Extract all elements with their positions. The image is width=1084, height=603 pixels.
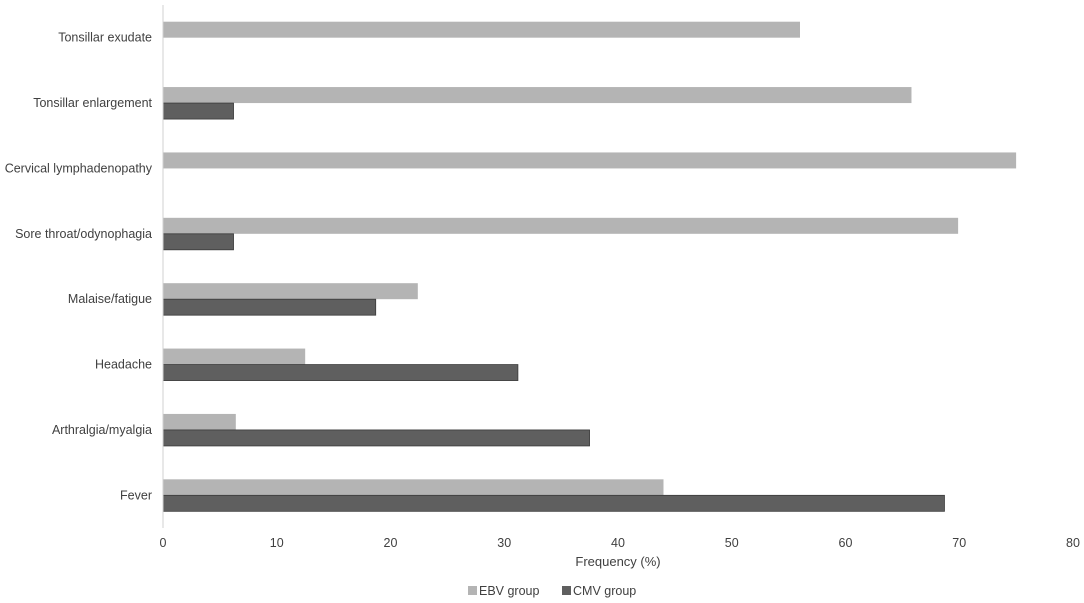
ebv-bar (163, 152, 1017, 169)
cmv-bar (162, 494, 945, 512)
category-labels: Tonsillar exudate Tonsillar enlargement Ce… (5, 31, 153, 503)
x-tick-label: 50 (725, 536, 739, 550)
ebv-bar (163, 283, 418, 300)
x-tick-label: 80 (1066, 536, 1080, 550)
cmv-bar (162, 429, 590, 447)
category-label: Malaise/fatigue (68, 292, 152, 306)
category-label: Headache (95, 358, 152, 372)
ebv-bar (163, 217, 959, 234)
ebv-bar (163, 21, 800, 38)
x-tick-label: 40 (611, 536, 625, 550)
category-label: Fever (120, 488, 152, 502)
legend-label: EBV group (479, 584, 540, 598)
x-tick-label: 20 (384, 536, 398, 550)
category-label: Tonsillar exudate (58, 31, 152, 45)
x-tick-label: 0 (160, 536, 167, 550)
ebv-bar (163, 479, 664, 496)
category-label: Sore throat/odynophagia (15, 227, 152, 241)
cmv-bar (162, 298, 377, 316)
ebv-legend-swatch (468, 586, 477, 595)
cmv-legend-swatch (562, 586, 571, 595)
legend-label: CMV group (573, 584, 636, 598)
x-axis-label: Frequency (%) (575, 554, 660, 569)
x-tick-label: 60 (839, 536, 853, 550)
category-label: Cervical lymphadenopathy (5, 161, 153, 175)
x-tick-labels: 0 10 20 30 40 50 60 70 80 (160, 536, 1080, 550)
legend: EBV group CMV group (468, 584, 636, 598)
bars-layer (162, 21, 1017, 512)
cmv-bar (162, 102, 234, 120)
cmv-bar (162, 364, 519, 381)
x-tick-label: 10 (270, 536, 284, 550)
x-tick-label: 70 (952, 536, 966, 550)
cmv-bar (162, 233, 234, 251)
ebv-bar (163, 348, 306, 365)
ebv-bar (163, 413, 236, 430)
category-label: Tonsillar enlargement (33, 96, 152, 110)
x-tick-label: 30 (497, 536, 511, 550)
category-label: Arthralgia/myalgia (52, 423, 152, 437)
ebv-bar (163, 87, 912, 104)
